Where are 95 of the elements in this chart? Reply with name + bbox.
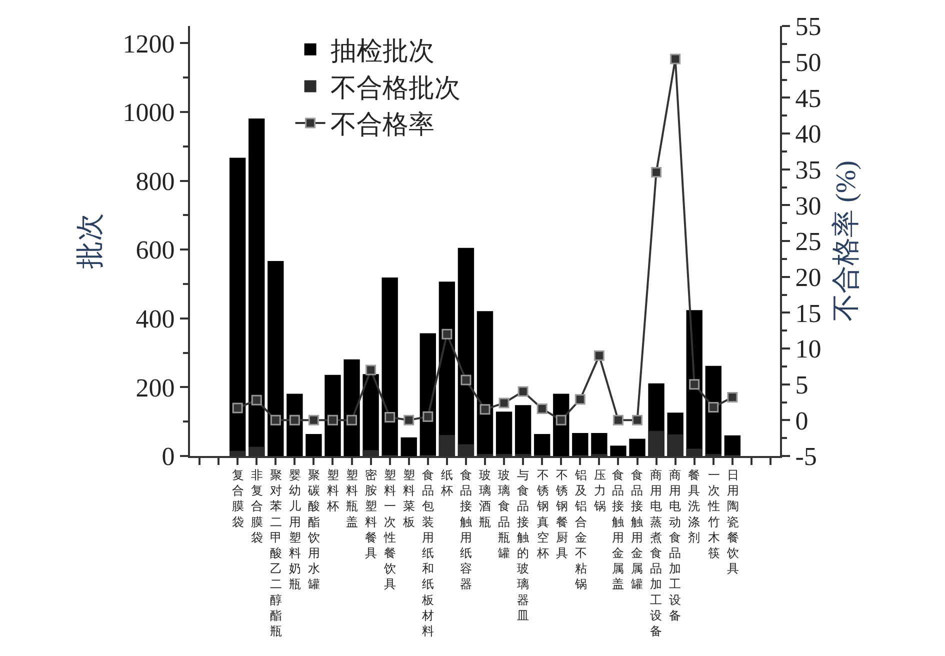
bar (344, 359, 360, 456)
bar (268, 260, 284, 456)
point (556, 414, 566, 426)
bar (534, 434, 550, 456)
x-tick-label: 非复合膜袋 (251, 468, 263, 544)
bar (306, 434, 322, 456)
bar (324, 374, 341, 456)
x-tick-label: 玻璃酒瓶 (479, 468, 491, 529)
y-tick-label: 200 (136, 373, 175, 402)
x-tick-label: 铝及铝合金不粘锅 (574, 468, 587, 592)
category-label: 聚对苯二甲酸乙二醇酯瓶 (270, 468, 282, 638)
point (366, 364, 376, 376)
point (460, 374, 472, 386)
x-tick-label: 纸杯 (440, 468, 453, 498)
y2-tick-label: 5 (795, 370, 808, 400)
y2-tick-label: 50 (795, 48, 822, 77)
y-axis-title: 批次 (75, 213, 106, 269)
x-tick-label: 聚碳酸酯饮用水罐 (307, 468, 320, 592)
point (442, 328, 452, 340)
x-tick-label: 密胺塑料餐具 (365, 468, 377, 560)
point (422, 411, 434, 422)
x-tick-label: 塑料杯 (326, 468, 339, 514)
y2-tick-label: 45 (795, 84, 822, 113)
y2-tick-label: 35 (795, 155, 822, 184)
y2-tick-label: 25 (795, 227, 822, 256)
point (632, 414, 643, 426)
bar (496, 412, 512, 456)
point (689, 379, 700, 390)
bar (591, 432, 608, 456)
x-tick-label: 塑料瓶盖 (346, 468, 358, 529)
point (498, 398, 510, 408)
x-tick-label: 塑料菜板 (402, 468, 415, 529)
category-label: 商用电蒸煮食品加工设备 (650, 468, 662, 638)
point (404, 414, 414, 426)
legend-label: 抽检批次 (330, 36, 434, 66)
y2-tick-label: 20 (795, 262, 822, 292)
x-tick-label: 婴幼儿用塑料奶瓶 (289, 468, 301, 592)
y-tick-label: 400 (136, 304, 175, 334)
y-tick-label: 800 (136, 166, 175, 196)
x-tick-label: 压力锅 (593, 468, 606, 514)
legend-label: 不合格批次 (330, 73, 460, 102)
bar (514, 405, 532, 456)
bar (400, 437, 417, 456)
y2-tick-label: 40 (795, 120, 822, 149)
y2-tick-label: 15 (795, 298, 822, 328)
x-tick-label: 食品接触用金属盖 (612, 468, 624, 592)
y2-tick-label: 30 (795, 191, 822, 220)
bar (572, 432, 588, 456)
point (670, 54, 681, 64)
y2-tick-label: -5 (795, 442, 817, 472)
point (346, 414, 358, 426)
point (270, 414, 281, 426)
y-tick-label: 600 (136, 236, 175, 265)
point (251, 394, 262, 406)
legend-label: 不合格率 (330, 110, 434, 140)
x-tick-label: 玻璃食品瓶罐 (498, 468, 510, 560)
bar (476, 311, 494, 456)
point (574, 394, 586, 405)
point (289, 414, 300, 426)
y-tick-label: 0 (162, 442, 175, 472)
x-tick-label: 餐具洗涤剂 (688, 468, 700, 544)
y2-tick-label: 55 (795, 12, 822, 42)
point (727, 392, 738, 402)
point (480, 404, 490, 415)
x-tick-label: 不锈钢真空杯 (536, 468, 549, 560)
x-tick-label: 复合膜袋 (232, 468, 244, 529)
y2-axis-title: 不合格率 (%) (830, 160, 862, 322)
y2-tick-label: 0 (795, 406, 808, 436)
bar (382, 277, 398, 456)
point (384, 412, 396, 423)
x-tick-label: 不锈钢餐厨具 (555, 468, 568, 560)
point (327, 414, 338, 426)
point (518, 386, 528, 397)
x-tick-label: 一次性竹木筷 (707, 468, 720, 560)
point (651, 166, 662, 178)
x-tick-label: 日用陶瓷餐饮具 (726, 468, 739, 576)
category-label: 食品包装用纸和纸板材料 (422, 468, 434, 638)
bar (420, 333, 436, 456)
point (612, 414, 624, 426)
bar (610, 446, 626, 456)
point (536, 403, 548, 414)
y-tick-label: 1000 (122, 98, 175, 128)
x-tick-label: 食品接触用纸容器 (460, 468, 472, 592)
x-tick-label: 食品接触用金属罐 (631, 468, 643, 592)
point (308, 414, 319, 426)
x-tick-label: 塑料一次性餐饮具 (383, 468, 396, 592)
point (594, 350, 604, 361)
category-label: 与食品接触的玻璃器皿 (517, 468, 529, 622)
point (708, 402, 719, 413)
point (232, 402, 243, 414)
bar (629, 438, 646, 456)
y-tick-label: 1200 (122, 29, 175, 58)
category-label: 商用电动食品加工设备 (669, 468, 681, 622)
bar (724, 435, 741, 456)
y2-tick-label: 10 (795, 334, 822, 364)
